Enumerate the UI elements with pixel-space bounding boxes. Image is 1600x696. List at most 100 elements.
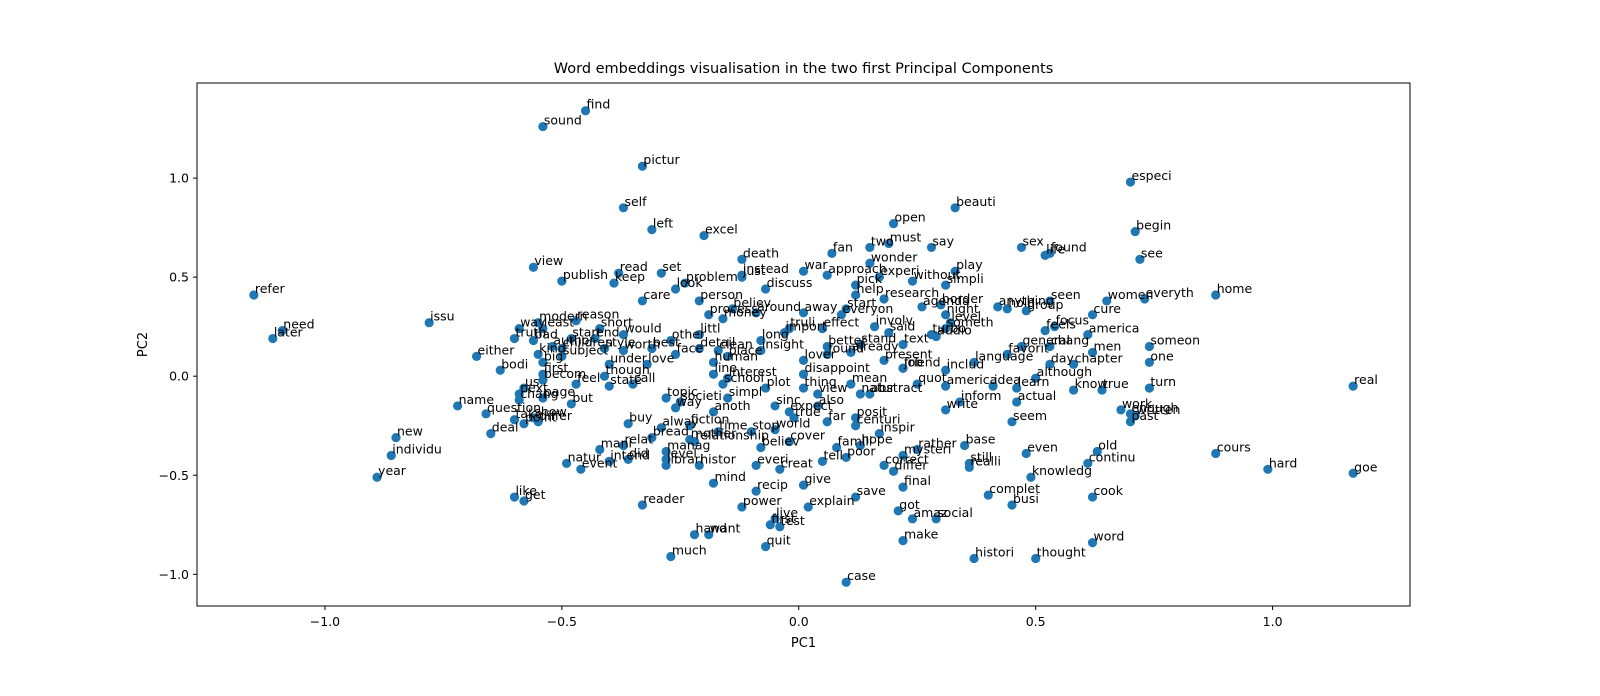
data-point bbox=[1068, 359, 1079, 369]
data-label: simpl bbox=[729, 384, 763, 399]
data-point bbox=[1002, 349, 1012, 360]
data-point bbox=[514, 324, 524, 334]
data-label: simpli bbox=[947, 271, 984, 286]
data-point bbox=[1083, 329, 1093, 340]
data-label: alway bbox=[662, 414, 699, 429]
data-label: stop bbox=[752, 418, 779, 433]
data-label: without bbox=[913, 267, 960, 282]
data-point bbox=[898, 450, 908, 461]
data-label: anything bbox=[999, 293, 1054, 308]
data-label: play bbox=[956, 257, 983, 272]
data-label: long bbox=[762, 327, 789, 342]
data-point bbox=[604, 456, 614, 466]
data-point bbox=[941, 310, 951, 320]
data-point bbox=[618, 345, 629, 356]
data-point bbox=[623, 454, 633, 465]
data-point bbox=[941, 365, 951, 375]
data-label: abstract bbox=[871, 380, 923, 395]
data-label: experi bbox=[880, 263, 919, 278]
data-point bbox=[718, 379, 728, 389]
data-point bbox=[727, 304, 738, 314]
data-label: take bbox=[515, 406, 542, 421]
data-point bbox=[855, 339, 865, 350]
data-point bbox=[538, 121, 548, 132]
data-point bbox=[538, 393, 548, 403]
data-point bbox=[798, 369, 809, 379]
data-labels: find sound pictur especi self beauti left excel… bbox=[255, 97, 1378, 583]
data-label: complet bbox=[989, 481, 1040, 496]
data-point bbox=[571, 316, 581, 326]
data-label: hold bbox=[1008, 295, 1035, 310]
data-point bbox=[874, 429, 884, 439]
data-label: stand bbox=[861, 331, 896, 346]
data-point bbox=[874, 272, 884, 282]
data-point bbox=[495, 365, 505, 375]
data-label: next bbox=[520, 380, 548, 395]
data-point bbox=[855, 440, 865, 451]
data-label: short bbox=[601, 315, 633, 330]
data-point bbox=[514, 395, 524, 405]
data-label: money bbox=[724, 305, 767, 320]
data-label: tell bbox=[823, 447, 843, 462]
data-point bbox=[580, 106, 591, 116]
data-point bbox=[1144, 357, 1154, 367]
data-point bbox=[595, 444, 605, 455]
data-label: societi bbox=[681, 388, 722, 403]
data-point bbox=[941, 280, 951, 290]
data-point bbox=[888, 219, 899, 229]
data-point bbox=[647, 343, 657, 354]
data-label: word bbox=[1094, 529, 1125, 544]
data-label: idea bbox=[994, 372, 1021, 387]
data-label: new bbox=[397, 424, 423, 439]
data-point bbox=[851, 421, 861, 431]
data-label: language bbox=[975, 348, 1034, 363]
data-point bbox=[424, 318, 434, 328]
data-point bbox=[751, 460, 761, 470]
data-point bbox=[917, 302, 927, 312]
data-point bbox=[784, 436, 794, 447]
data-point bbox=[803, 502, 813, 512]
data-point bbox=[1087, 538, 1098, 548]
data-label: focus bbox=[1056, 313, 1089, 328]
data-point bbox=[1135, 254, 1145, 264]
data-label: involv bbox=[876, 313, 914, 328]
data-label: seem bbox=[1013, 408, 1047, 423]
data-label: but bbox=[572, 390, 593, 405]
data-point bbox=[249, 290, 259, 300]
data-label: cover bbox=[790, 428, 826, 443]
data-label: work bbox=[1122, 396, 1153, 411]
data-point bbox=[1040, 250, 1050, 260]
data-label: write bbox=[947, 396, 979, 411]
data-label: start bbox=[847, 295, 876, 310]
data-point bbox=[533, 349, 543, 360]
data-point bbox=[950, 266, 960, 276]
data-point bbox=[912, 379, 922, 389]
data-point bbox=[528, 335, 539, 346]
data-point bbox=[1102, 296, 1112, 306]
data-label: lover bbox=[805, 346, 837, 361]
data-label: name bbox=[459, 392, 495, 407]
data-point bbox=[1012, 397, 1022, 407]
data-point bbox=[557, 343, 567, 354]
data-point bbox=[571, 379, 581, 389]
data-label: point bbox=[525, 410, 557, 425]
data-point bbox=[590, 333, 600, 344]
data-label: author bbox=[553, 332, 595, 347]
data-label: make bbox=[904, 527, 939, 542]
data-point bbox=[888, 466, 899, 476]
data-label: research bbox=[885, 285, 939, 300]
data-label: feels bbox=[1046, 317, 1076, 332]
data-point bbox=[1087, 347, 1098, 358]
data-point bbox=[1045, 341, 1055, 352]
data-point bbox=[566, 333, 576, 344]
x-tick-label: 0.0 bbox=[789, 614, 809, 629]
data-label: social bbox=[937, 505, 973, 520]
data-label: like bbox=[515, 483, 537, 498]
data-point bbox=[708, 369, 719, 379]
data-label: event bbox=[582, 455, 618, 470]
data-point bbox=[841, 452, 851, 463]
data-point bbox=[1092, 446, 1102, 457]
data-label: general bbox=[1022, 332, 1070, 347]
data-point bbox=[1002, 304, 1012, 314]
